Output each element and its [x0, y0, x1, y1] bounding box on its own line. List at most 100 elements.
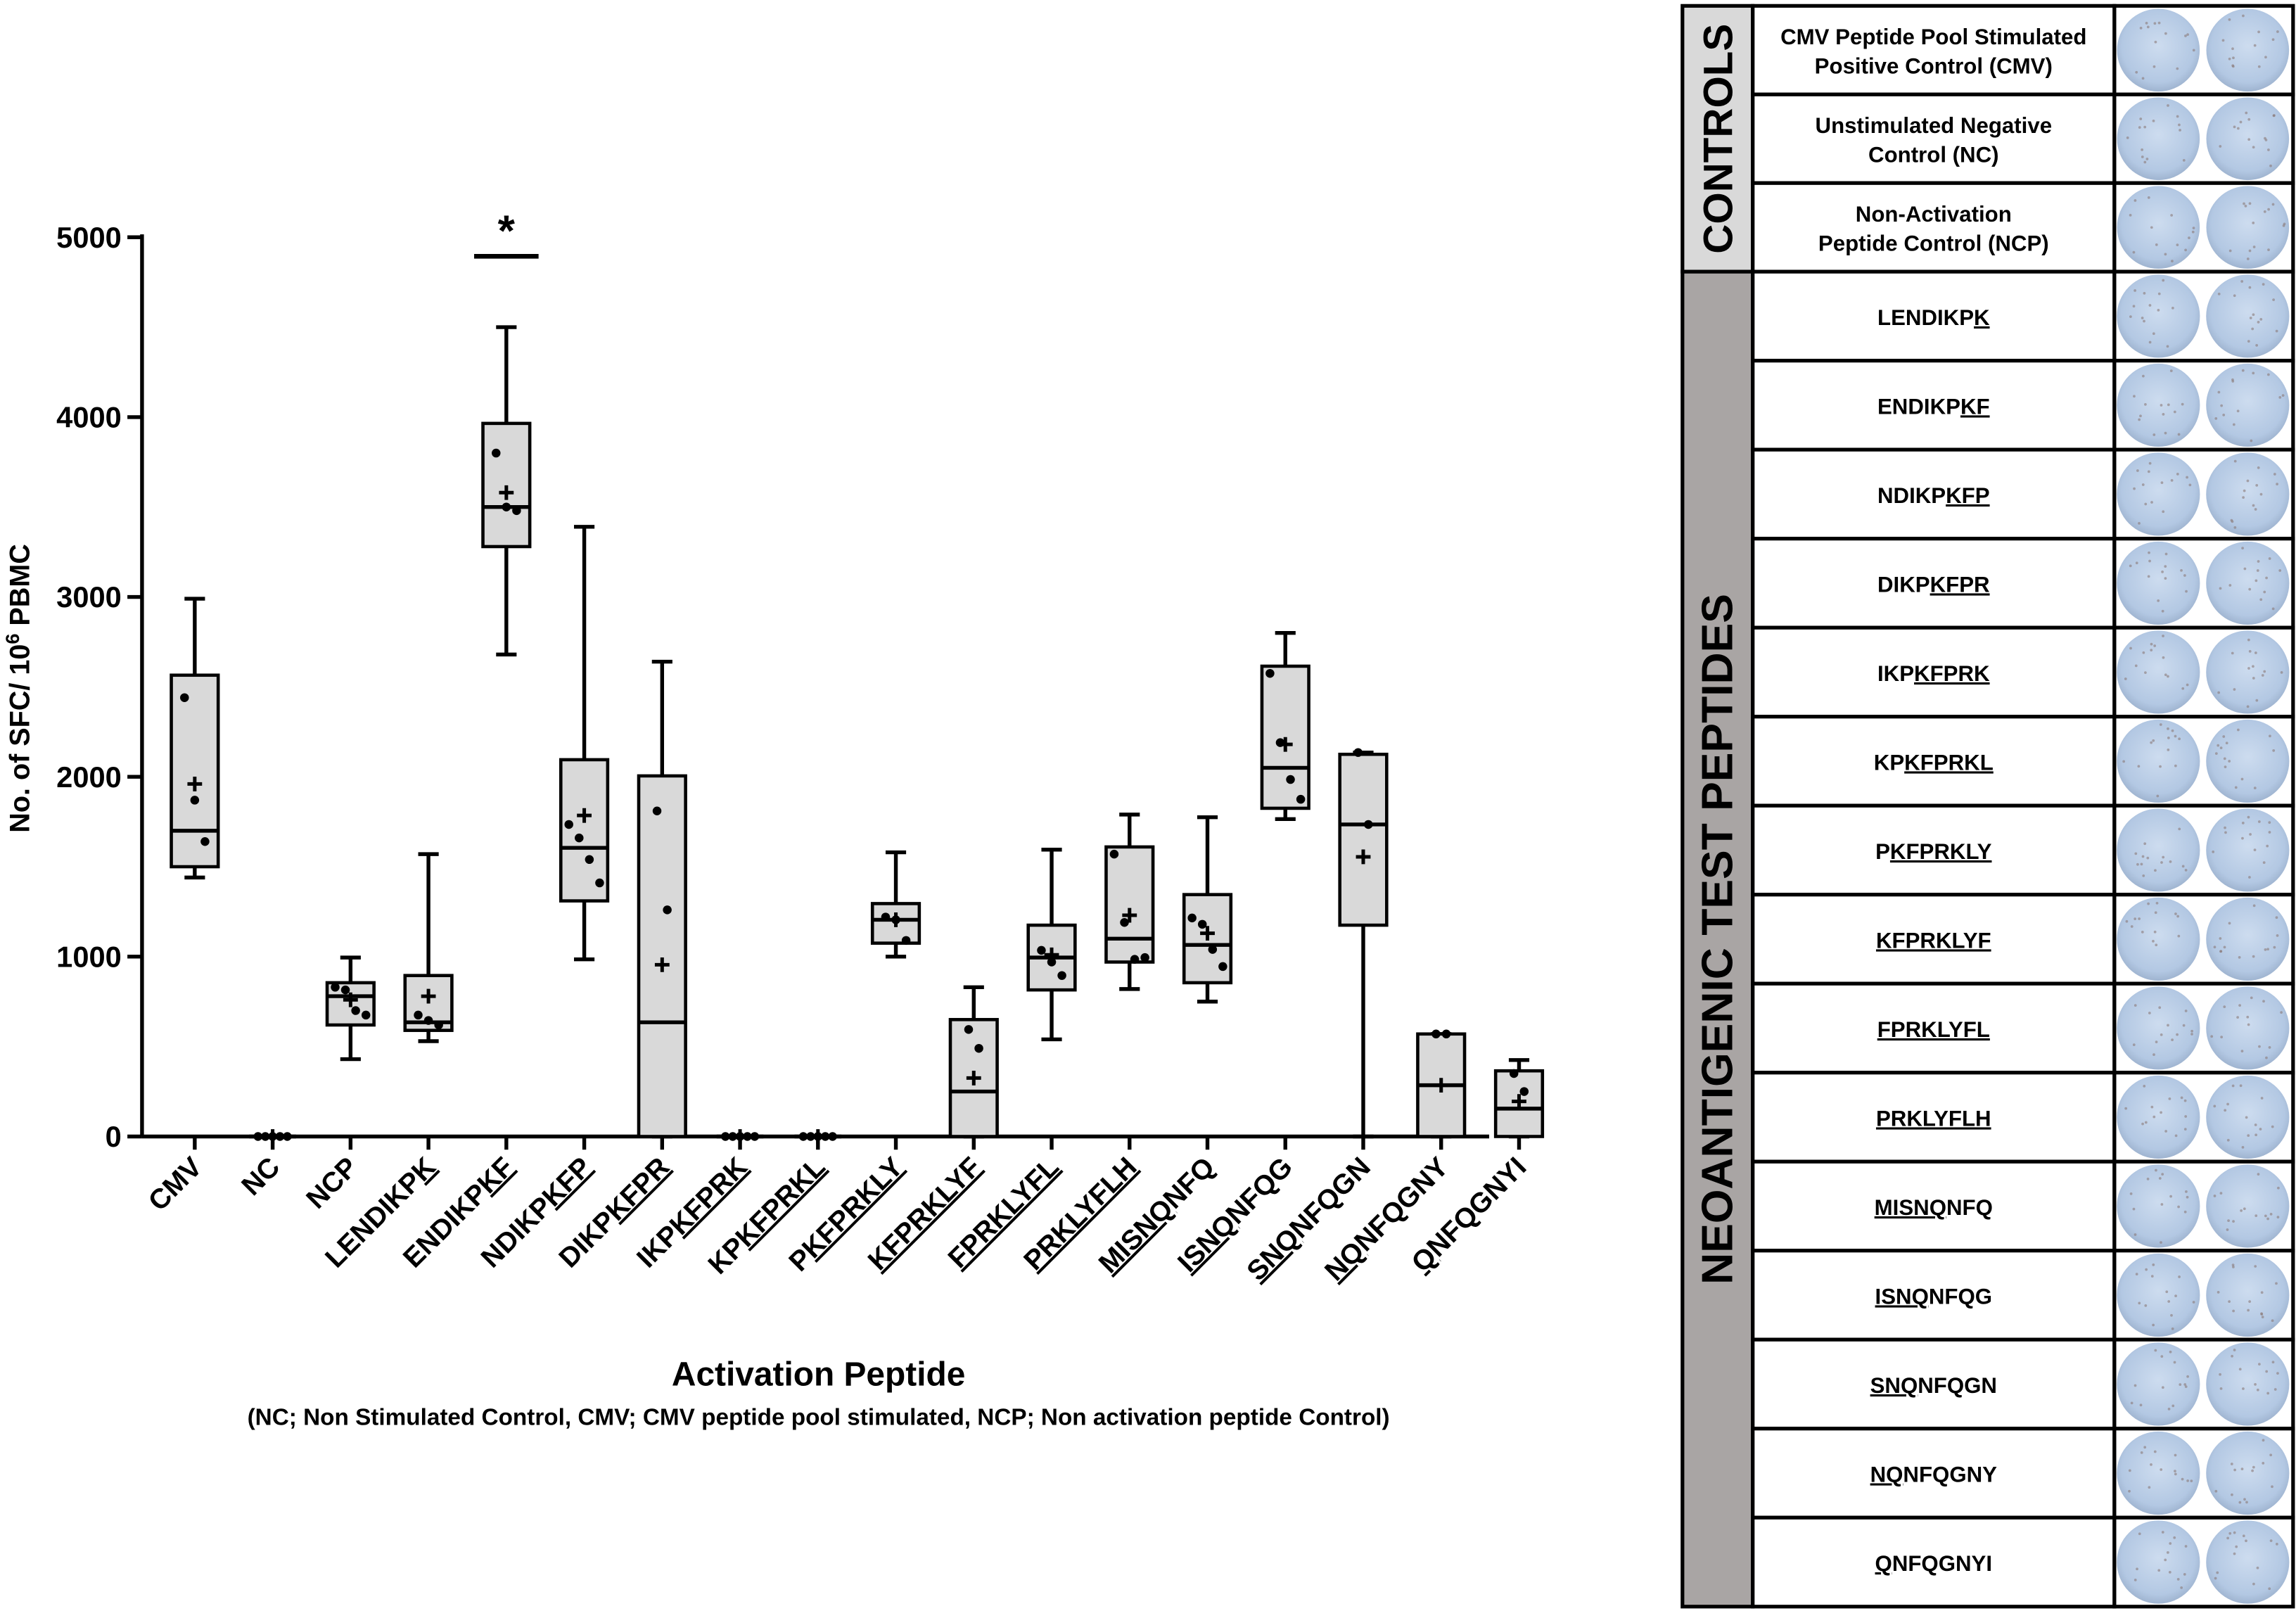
well-spot	[2248, 1300, 2252, 1303]
well-spot	[2192, 49, 2195, 52]
well-spot	[2159, 765, 2162, 768]
label-part: KFPRKL	[1904, 750, 1994, 775]
label-part: KF	[1960, 394, 1990, 419]
mean-marker	[421, 988, 436, 1004]
well-spot	[2138, 917, 2141, 920]
well-spot	[2271, 1125, 2274, 1128]
well-spot	[2130, 925, 2134, 928]
well-spot	[2138, 1532, 2141, 1536]
well-spot	[2233, 688, 2236, 691]
well-spot	[2148, 340, 2152, 344]
data-point	[720, 1132, 730, 1141]
x-axis-note: (NC; Non Stimulated Control, CMV; CMV pe…	[248, 1405, 1390, 1431]
well-spot	[2241, 369, 2245, 372]
box-plot	[794, 1129, 842, 1144]
well-spot	[2233, 459, 2237, 463]
well-spot	[2177, 433, 2181, 436]
well-spot	[2168, 1570, 2171, 1574]
well-spot	[2210, 1035, 2214, 1038]
well-spot	[2185, 1190, 2188, 1193]
well-spot	[2184, 34, 2187, 37]
mean-marker	[499, 485, 514, 500]
well-spot	[2217, 293, 2221, 295]
well-spot	[2273, 114, 2276, 117]
well-spot	[2174, 1453, 2177, 1457]
well-spot	[2161, 609, 2164, 613]
well-spot	[2248, 286, 2252, 289]
row-label: ENDIKPKF	[1877, 394, 1990, 419]
data-point	[595, 878, 604, 888]
well-spot	[2269, 1212, 2273, 1216]
well-spot	[2141, 855, 2145, 858]
well-spot	[2222, 735, 2226, 738]
well-spot	[2264, 948, 2267, 951]
well-spot	[2148, 461, 2152, 465]
well-spot	[2219, 950, 2223, 953]
well-image	[2206, 719, 2290, 803]
label-part: KFPRKLYF	[1876, 928, 1991, 953]
well-spot	[2171, 1038, 2174, 1042]
well-spot	[2247, 1023, 2250, 1026]
well-spot	[2135, 561, 2138, 565]
data-point	[1509, 1069, 1519, 1078]
well-spot	[2228, 760, 2231, 763]
well-spot	[2135, 70, 2138, 74]
well-spot	[2231, 651, 2234, 655]
well-spot	[2171, 729, 2174, 732]
well-spot	[2143, 292, 2146, 295]
well-spot	[2161, 570, 2164, 573]
well-spot	[2150, 226, 2153, 229]
well-spot	[2233, 526, 2237, 529]
y-axis-title: No. of SFC/ 106 PBMC	[2, 544, 36, 833]
well-spot	[2153, 930, 2157, 934]
well-spot	[2223, 945, 2226, 949]
x-tick-label: CMV	[142, 1151, 208, 1217]
well-spot	[2265, 576, 2268, 580]
well-spot	[2256, 569, 2259, 572]
data-point	[798, 1132, 808, 1141]
well-spot	[2228, 249, 2232, 253]
well-spot	[2182, 1024, 2186, 1027]
well-spot	[2252, 904, 2256, 908]
well-spot	[2147, 196, 2150, 199]
well-spot	[2182, 158, 2186, 162]
well-spot	[2133, 487, 2136, 490]
well-spot	[2254, 579, 2258, 582]
well-spot	[2231, 378, 2234, 381]
well-spot	[2139, 117, 2143, 120]
data-point	[434, 1020, 443, 1030]
well-spot	[2264, 56, 2267, 59]
well-spot	[2273, 1388, 2277, 1391]
well-spot	[2143, 1084, 2146, 1088]
well-spot	[2142, 874, 2145, 877]
well-spot	[2256, 1388, 2259, 1392]
well-spot	[2152, 1053, 2155, 1057]
well-spot	[2272, 298, 2275, 301]
well-spot	[2272, 749, 2276, 752]
well-spot	[2241, 547, 2244, 549]
well-spot	[2276, 1372, 2279, 1375]
y-title-sup: 6	[2, 634, 23, 644]
data-point	[512, 506, 521, 516]
well-spot	[2150, 649, 2153, 651]
well-spot	[2155, 1169, 2157, 1172]
well-spot	[2249, 833, 2252, 836]
well-spot	[2243, 567, 2247, 571]
well-spot	[2220, 404, 2224, 407]
well-spot	[2192, 1301, 2195, 1304]
well-spot	[2141, 155, 2144, 158]
data-point	[1109, 849, 1119, 859]
label-part: Positive Control (CMV)	[1815, 54, 2053, 79]
well-spot	[2231, 65, 2235, 68]
well-spot	[2240, 777, 2244, 781]
well-spot	[2170, 1313, 2173, 1317]
well-spot	[2171, 260, 2174, 262]
well-spot	[2260, 1313, 2264, 1316]
data-point	[502, 502, 511, 511]
well-spot	[2138, 126, 2141, 129]
well-spot	[2249, 317, 2252, 319]
well-spot	[2227, 1219, 2230, 1222]
data-point	[974, 1043, 983, 1053]
well-spot	[2226, 1138, 2230, 1142]
well-spot	[2252, 665, 2254, 668]
